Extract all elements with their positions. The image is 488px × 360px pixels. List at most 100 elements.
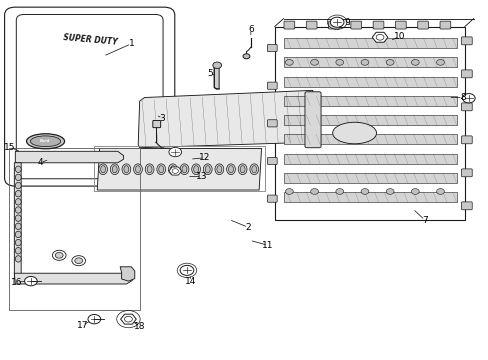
Bar [274,27,464,220]
Text: 7: 7 [421,216,427,225]
Text: 2: 2 [245,223,251,232]
FancyBboxPatch shape [267,120,277,127]
FancyBboxPatch shape [461,103,471,111]
Circle shape [24,276,37,286]
Ellipse shape [205,166,210,173]
FancyBboxPatch shape [267,82,277,89]
Ellipse shape [99,164,107,175]
Circle shape [88,315,101,324]
Bar [283,154,456,164]
Circle shape [75,258,82,264]
Text: 4: 4 [38,158,43,167]
Circle shape [360,189,368,194]
Ellipse shape [228,166,233,173]
Ellipse shape [15,182,21,189]
Ellipse shape [15,215,21,221]
Ellipse shape [182,166,186,173]
Circle shape [243,54,249,59]
Circle shape [330,17,343,27]
Polygon shape [214,66,219,89]
Text: 6: 6 [247,25,253,34]
Ellipse shape [191,164,200,175]
Ellipse shape [15,223,21,230]
Ellipse shape [135,166,140,173]
Text: 5: 5 [207,69,213,78]
Ellipse shape [147,166,152,173]
Circle shape [410,59,418,65]
Ellipse shape [15,231,21,238]
Ellipse shape [168,164,177,175]
Bar [283,57,456,67]
Text: 18: 18 [134,322,145,331]
Text: 13: 13 [195,172,207,181]
Text: 11: 11 [262,241,273,250]
Ellipse shape [145,164,154,175]
Bar [283,173,456,183]
Ellipse shape [238,164,246,175]
Ellipse shape [249,164,258,175]
Ellipse shape [101,166,105,173]
Ellipse shape [30,136,61,147]
FancyBboxPatch shape [395,21,406,29]
Ellipse shape [15,248,21,254]
Ellipse shape [15,199,21,205]
Ellipse shape [215,164,224,175]
Bar [283,38,456,48]
FancyBboxPatch shape [461,202,471,210]
Ellipse shape [122,164,130,175]
Polygon shape [15,151,123,163]
Ellipse shape [240,166,244,173]
Ellipse shape [15,207,21,213]
FancyBboxPatch shape [305,92,321,148]
Ellipse shape [332,122,376,144]
Text: 8: 8 [459,93,465,102]
Ellipse shape [157,164,165,175]
Circle shape [375,35,383,40]
Circle shape [310,189,318,194]
Circle shape [180,265,193,275]
Ellipse shape [203,164,212,175]
Text: 15: 15 [4,143,15,152]
Text: 12: 12 [199,153,210,162]
Bar [9,148,140,310]
Polygon shape [14,163,21,279]
FancyBboxPatch shape [267,157,277,165]
Text: 17: 17 [77,321,88,330]
Ellipse shape [15,166,21,172]
Ellipse shape [15,174,21,181]
Circle shape [335,189,343,194]
Polygon shape [138,90,312,148]
FancyBboxPatch shape [267,44,277,51]
FancyBboxPatch shape [4,7,174,186]
Bar [283,115,456,125]
Ellipse shape [110,164,119,175]
Circle shape [72,256,85,266]
Circle shape [360,59,368,65]
Ellipse shape [123,166,128,173]
Ellipse shape [217,166,222,173]
FancyBboxPatch shape [461,37,471,45]
Text: 14: 14 [185,276,196,285]
FancyBboxPatch shape [16,14,163,179]
Circle shape [285,189,293,194]
Ellipse shape [180,164,188,175]
Bar [94,145,264,192]
Circle shape [168,147,181,157]
Ellipse shape [15,190,21,197]
Circle shape [386,59,393,65]
FancyBboxPatch shape [461,70,471,78]
Circle shape [212,62,221,68]
Polygon shape [14,273,132,284]
FancyBboxPatch shape [328,21,339,29]
Ellipse shape [226,164,235,175]
Ellipse shape [251,166,256,173]
Bar [283,77,456,87]
FancyBboxPatch shape [267,195,277,202]
Polygon shape [97,148,261,190]
FancyBboxPatch shape [284,21,294,29]
Polygon shape [371,32,387,42]
FancyBboxPatch shape [461,136,471,144]
Ellipse shape [15,239,21,246]
Bar [283,96,456,106]
Circle shape [285,59,293,65]
